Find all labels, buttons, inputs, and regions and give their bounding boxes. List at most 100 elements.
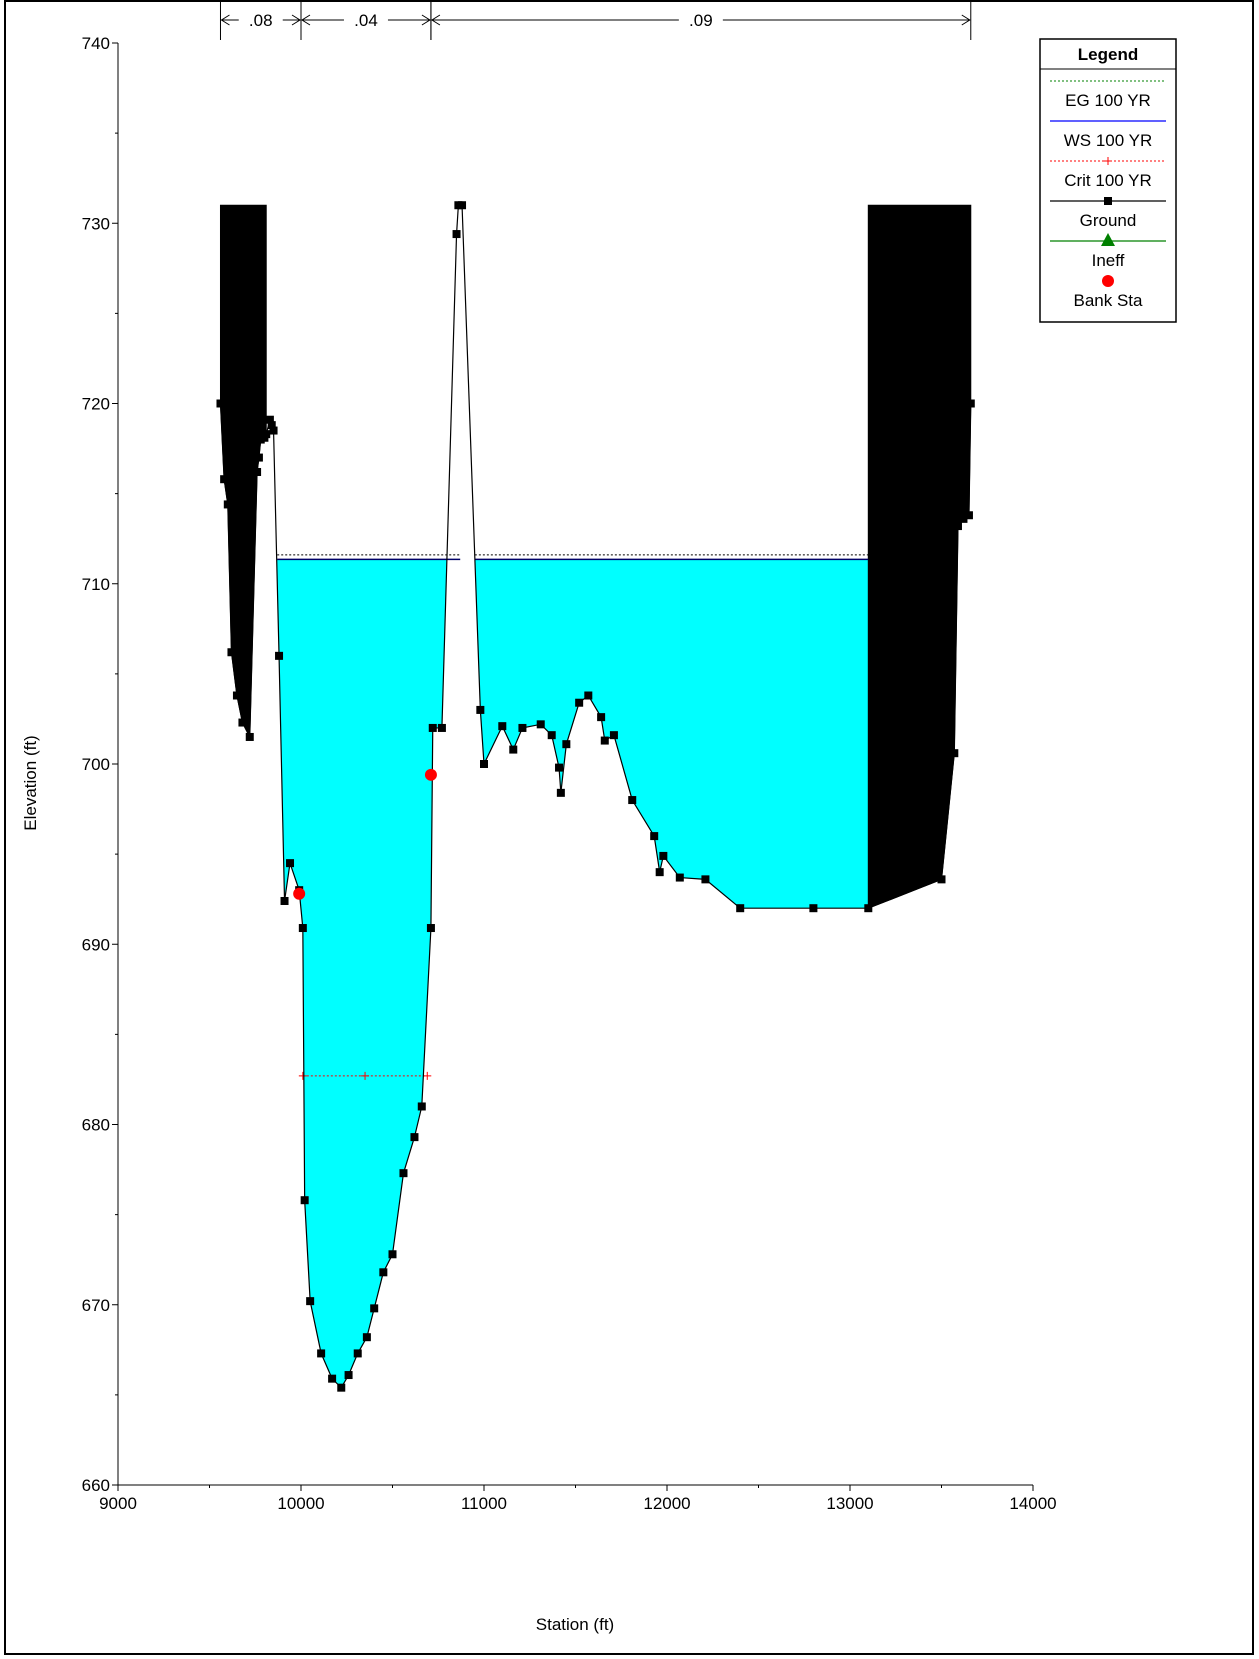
legend-label: Bank Sta — [1074, 291, 1144, 310]
ground-point — [227, 648, 236, 657]
ground-point — [509, 745, 518, 754]
ground-point — [555, 763, 564, 772]
ground-point — [265, 415, 274, 424]
ground-point — [388, 1250, 397, 1259]
x-axis-label: Station (ft) — [536, 1615, 614, 1634]
legend: Legend EG 100 YR WS 100 YR Crit 100 YR Grou… — [1039, 38, 1177, 323]
ground-point — [518, 723, 527, 732]
ground-point — [254, 453, 263, 462]
bank-station-marker — [293, 887, 306, 900]
n-value-label: .08 — [249, 11, 273, 30]
ground-point — [597, 713, 606, 722]
ground-point — [426, 924, 435, 933]
ground-point — [536, 720, 545, 729]
n-arrowhead — [961, 14, 971, 26]
ground-point — [458, 201, 467, 210]
ground-point — [280, 896, 289, 905]
ground-point — [337, 1383, 346, 1392]
crit-marker — [361, 1071, 370, 1080]
ground-point — [964, 511, 973, 520]
ground-point — [223, 500, 232, 509]
ground-point — [736, 904, 745, 913]
bank-stations — [293, 768, 437, 900]
ground-point — [362, 1333, 371, 1342]
ground-point — [410, 1133, 419, 1142]
y-tick-label: 720 — [82, 395, 110, 414]
ground-point — [275, 651, 284, 660]
x-tick-label: 14000 — [1009, 1494, 1056, 1513]
ground-point — [650, 832, 659, 841]
legend-label: Ground — [1080, 211, 1137, 230]
legend-box — [1039, 38, 1177, 323]
water-area — [220, 559, 971, 1388]
ground-point — [937, 875, 946, 884]
ground-point — [959, 514, 968, 523]
y-tick-label: 730 — [82, 214, 110, 233]
ground-point — [864, 904, 873, 913]
ground-point — [575, 698, 584, 707]
ground-point — [547, 731, 556, 740]
crit-marker — [423, 1071, 432, 1080]
ground-point — [556, 788, 565, 797]
n-arrowhead — [421, 14, 431, 26]
ground-point — [655, 868, 664, 877]
y-tick-label: 690 — [82, 935, 110, 954]
ground-point — [809, 904, 818, 913]
ground-point — [238, 718, 247, 727]
ground-point — [262, 430, 271, 439]
y-axis-label: Elevation (ft) — [21, 735, 40, 830]
ground-point — [269, 426, 278, 435]
profile-lines — [277, 554, 869, 1080]
legend-label: WS 100 YR — [1064, 131, 1153, 150]
ground-point — [300, 1196, 309, 1205]
n-value-label: .09 — [689, 11, 713, 30]
ground-point — [298, 924, 307, 933]
ground-point — [628, 796, 637, 805]
y-tick-label: 670 — [82, 1296, 110, 1315]
ground-point — [306, 1297, 315, 1306]
x-tick-label: 12000 — [643, 1494, 690, 1513]
ground-point — [562, 740, 571, 749]
ground-point — [950, 749, 959, 758]
x-tick-label: 13000 — [826, 1494, 873, 1513]
y-tick-label: 680 — [82, 1116, 110, 1135]
ground-point — [428, 723, 437, 732]
ground-point — [701, 875, 710, 884]
legend-marker — [1101, 233, 1115, 246]
ground-point — [476, 705, 485, 714]
ground-point — [317, 1349, 326, 1358]
ground-point — [966, 399, 975, 408]
ground-point — [267, 421, 276, 430]
y-tick-label: 710 — [82, 575, 110, 594]
legend-label: EG 100 YR — [1065, 91, 1151, 110]
axes: 660 670 680 690 700 710 720 730 740 9000 10000 1100… — [82, 34, 1057, 1513]
ground-point — [245, 732, 254, 741]
water-fill — [220, 559, 971, 1388]
legend-marker — [1104, 197, 1112, 205]
ground-point — [353, 1349, 362, 1358]
n-arrowhead — [291, 14, 301, 26]
ground-point — [675, 873, 684, 882]
ground-point — [953, 522, 962, 531]
ground-point — [498, 722, 507, 731]
ground-point — [253, 467, 262, 476]
y-tick-label: 740 — [82, 34, 110, 53]
ground-point — [344, 1371, 353, 1380]
ground-point — [216, 399, 225, 408]
obstruction-2 — [867, 204, 972, 909]
ground-point — [600, 736, 609, 745]
chart-frame — [4, 0, 1254, 1655]
x-tick-label: 9000 — [99, 1494, 137, 1513]
ground-point — [370, 1304, 379, 1313]
legend-marker — [1102, 275, 1114, 287]
ground-point — [584, 691, 593, 700]
legend-title: Legend — [1078, 45, 1138, 64]
ground-point — [232, 691, 241, 700]
y-tick-label: 700 — [82, 755, 110, 774]
ground-point — [399, 1169, 408, 1178]
ground-point — [417, 1102, 426, 1111]
y-tick-label: 660 — [82, 1476, 110, 1495]
n-arrowhead — [220, 14, 230, 26]
n-arrowhead — [430, 14, 441, 26]
